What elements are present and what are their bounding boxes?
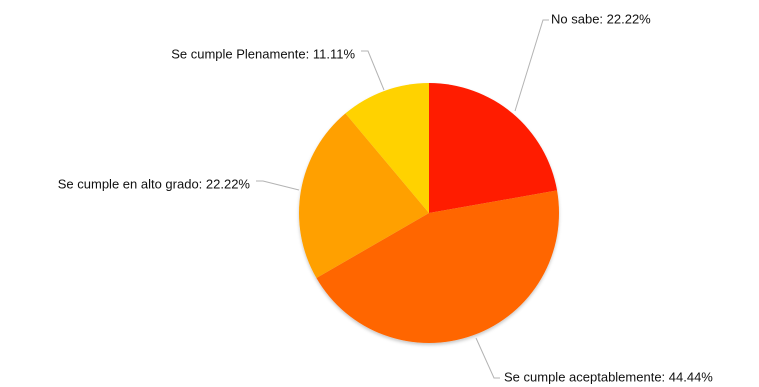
slice-label-1: No sabe: 22.22% (551, 11, 651, 26)
pie-slice-1 (429, 83, 558, 213)
pie-slices (299, 83, 560, 344)
slice-label-3: Se cumple en alto grado: 22.22% (58, 176, 251, 191)
slice-label-4: Se cumple Plenamente: 11.11% (171, 46, 355, 61)
leader-line-2 (475, 337, 500, 379)
pie-slice-4 (345, 83, 429, 213)
pie-slice-2 (316, 190, 560, 344)
leader-line-3 (256, 180, 300, 191)
leader-line-4 (361, 50, 385, 91)
leader-line-1 (514, 19, 549, 112)
pie-slice-3 (299, 113, 429, 278)
slice-label-2: Se cumple aceptablemente: 44.44% (504, 369, 713, 384)
pie-labels: No sabe: 22.22% Se cumple aceptablemente:… (58, 11, 714, 384)
